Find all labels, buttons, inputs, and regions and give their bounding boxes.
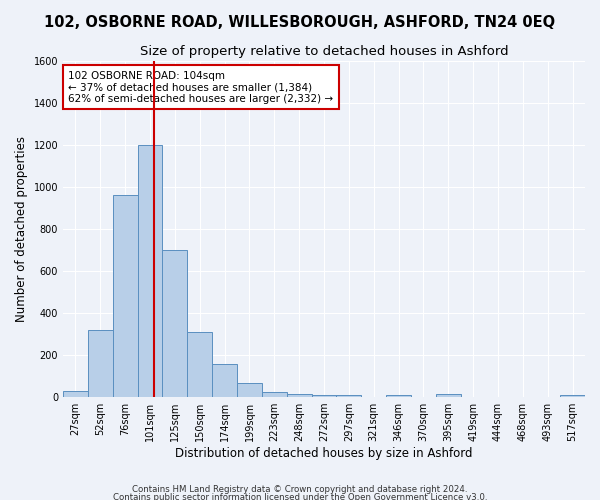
Text: Contains public sector information licensed under the Open Government Licence v3: Contains public sector information licen… [113, 492, 487, 500]
Bar [63, 391, 88, 397]
Bar [212, 364, 237, 397]
Bar [187, 332, 212, 397]
Bar [113, 195, 137, 397]
Bar [560, 395, 585, 397]
Bar [262, 392, 287, 397]
Text: 102, OSBORNE ROAD, WILLESBOROUGH, ASHFORD, TN24 0EQ: 102, OSBORNE ROAD, WILLESBOROUGH, ASHFOR… [44, 15, 556, 30]
Bar [237, 384, 262, 397]
Text: 102 OSBORNE ROAD: 104sqm
← 37% of detached houses are smaller (1,384)
62% of sem: 102 OSBORNE ROAD: 104sqm ← 37% of detach… [68, 70, 334, 104]
Bar [88, 330, 113, 397]
Bar [137, 144, 163, 397]
X-axis label: Distribution of detached houses by size in Ashford: Distribution of detached houses by size … [175, 447, 473, 460]
Bar [337, 395, 361, 397]
Bar [436, 394, 461, 397]
Bar [386, 395, 411, 397]
Text: Contains HM Land Registry data © Crown copyright and database right 2024.: Contains HM Land Registry data © Crown c… [132, 486, 468, 494]
Bar [163, 250, 187, 397]
Bar [311, 395, 337, 397]
Title: Size of property relative to detached houses in Ashford: Size of property relative to detached ho… [140, 45, 508, 58]
Bar [287, 394, 311, 397]
Y-axis label: Number of detached properties: Number of detached properties [15, 136, 28, 322]
